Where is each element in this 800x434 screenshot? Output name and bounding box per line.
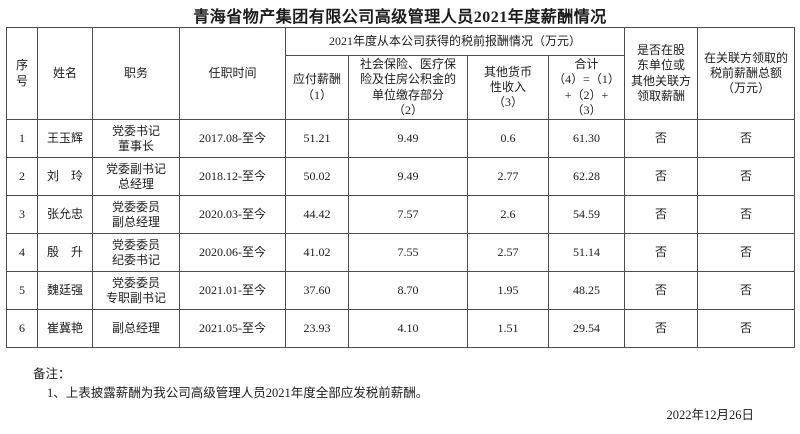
cell-name: 王玉辉 xyxy=(37,119,93,159)
cell-tenure: 2021.01-至今 xyxy=(179,271,286,311)
table-row: 2 刘 玲 党委副书记 总经理 2018.12-至今 50.02 9.49 2.… xyxy=(6,157,796,197)
cell-related-party-total: 否 xyxy=(697,119,796,159)
cell-tenure: 2020.03-至今 xyxy=(179,195,286,235)
table-header: 序 号 姓名 职务 任职时间 2021年度从本公司获得的税前报酬情况（万元） 是… xyxy=(6,26,796,121)
cell-payable: 44.42 xyxy=(285,195,349,235)
page-title: 青海省物产集团有限公司高级管理人员2021年度薪酬情况 xyxy=(193,9,607,26)
header-row-sub: 应付薪酬 （1） 社会保险、医疗保 险及住房公积金的 单位缴存部分 （2） 其他… xyxy=(7,54,795,121)
table-row: 1 王玉辉 党委书记 董事长 2017.08-至今 51.21 9.49 0.6… xyxy=(6,119,796,159)
cell-name: 崔冀艳 xyxy=(37,309,93,349)
table-row: 3 张允忠 党委委员 副总经理 2020.03-至今 44.42 7.57 2.… xyxy=(6,195,796,235)
cell-position: 党委委员 专职副书记 xyxy=(92,271,180,311)
cell-other-income: 1.51 xyxy=(467,309,549,349)
cell-shareholder-pay: 否 xyxy=(624,271,699,311)
header-name: 姓名 xyxy=(37,26,93,121)
cell-tenure: 2020.06-至今 xyxy=(179,233,286,273)
document-date: 2022年12月26日 xyxy=(666,408,754,422)
notes-label: 备注： xyxy=(33,367,71,381)
header-payable: 应付薪酬 （1） xyxy=(285,54,349,121)
cell-other-income: 2.57 xyxy=(467,233,549,273)
cell-insurance: 9.49 xyxy=(348,157,468,197)
cell-total: 48.25 xyxy=(547,271,626,311)
header-row-span: 序 号 姓名 职务 任职时间 2021年度从本公司获得的税前报酬情况（万元） 是… xyxy=(6,26,796,121)
cell-shareholder-pay: 否 xyxy=(624,195,699,235)
cell-name: 殷 升 xyxy=(37,233,93,273)
header-tenure: 任职时间 xyxy=(179,26,286,121)
cell-other-income: 0.6 xyxy=(467,119,549,159)
cell-payable: 37.60 xyxy=(285,271,349,311)
table-row: 6 崔冀艳 副总经理 2021.05-至今 23.93 4.10 1.51 29… xyxy=(6,309,796,349)
cell-total: 61.30 xyxy=(547,119,626,159)
cell-position: 副总经理 xyxy=(92,309,180,349)
notes-block: 备注： 1、上表披露薪酬为我公司高级管理人员2021年度全部应发税前薪酬。 xyxy=(33,365,428,403)
cell-position: 党委书记 董事长 xyxy=(92,119,180,159)
cell-shareholder-pay: 否 xyxy=(624,233,699,273)
cell-related-party-total: 否 xyxy=(697,157,796,197)
cell-tenure: 2018.12-至今 xyxy=(179,157,286,197)
cell-name: 张允忠 xyxy=(37,195,93,235)
cell-shareholder-pay: 否 xyxy=(624,119,699,159)
cell-position: 党委委员 副总经理 xyxy=(92,195,180,235)
cell-payable: 23.93 xyxy=(285,309,349,349)
cell-position: 党委委员 纪委书记 xyxy=(92,233,180,273)
cell-related-party-total: 否 xyxy=(697,309,796,349)
header-shareholder-pay: 是否在股 东单位或 其他关联方 领取薪酬 xyxy=(624,26,699,121)
table-row: 5 魏廷强 党委委员 专职副书记 2021.01-至今 37.60 8.70 1… xyxy=(6,271,796,311)
cell-seq: 2 xyxy=(6,157,38,197)
cell-total: 54.59 xyxy=(547,195,626,235)
header-compensation-span: 2021年度从本公司获得的税前报酬情况（万元） xyxy=(284,27,626,56)
table-body: 1 王玉辉 党委书记 董事长 2017.08-至今 51.21 9.49 0.6… xyxy=(6,119,796,349)
cell-shareholder-pay: 否 xyxy=(624,309,699,349)
cell-shareholder-pay: 否 xyxy=(624,157,699,197)
salary-table: 序 号 姓名 职务 任职时间 2021年度从本公司获得的税前报酬情况（万元） 是… xyxy=(6,26,796,349)
cell-seq: 1 xyxy=(6,119,38,159)
header-seq: 序 号 xyxy=(6,26,38,121)
cell-insurance: 7.57 xyxy=(348,195,468,235)
header-insurance: 社会保险、医疗保 险及住房公积金的 单位缴存部分 （2） xyxy=(348,54,468,121)
cell-seq: 5 xyxy=(6,271,38,311)
cell-insurance: 4.10 xyxy=(348,309,468,349)
table-row: 4 殷 升 党委委员 纪委书记 2020.06-至今 41.02 7.55 2.… xyxy=(6,233,796,273)
cell-seq: 3 xyxy=(6,195,38,235)
header-other-income: 其他货币 性收入 （3） xyxy=(467,54,549,121)
cell-position: 党委副书记 总经理 xyxy=(92,157,180,197)
cell-name: 刘 玲 xyxy=(37,157,93,197)
header-total: 合计 （4）=（1） +（2）+ （3） xyxy=(547,54,626,121)
cell-other-income: 1.95 xyxy=(467,271,549,311)
cell-related-party-total: 否 xyxy=(697,233,796,273)
cell-related-party-total: 否 xyxy=(697,195,796,235)
cell-seq: 6 xyxy=(6,309,38,349)
cell-other-income: 2.6 xyxy=(467,195,549,235)
cell-related-party-total: 否 xyxy=(697,271,796,311)
cell-tenure: 2021.05-至今 xyxy=(179,309,286,349)
header-position: 职务 xyxy=(92,26,180,121)
cell-tenure: 2017.08-至今 xyxy=(179,119,286,159)
cell-insurance: 8.70 xyxy=(348,271,468,311)
cell-other-income: 2.77 xyxy=(467,157,549,197)
cell-total: 62.28 xyxy=(547,157,626,197)
cell-name: 魏廷强 xyxy=(37,271,93,311)
cell-payable: 41.02 xyxy=(285,233,349,273)
cell-payable: 50.02 xyxy=(285,157,349,197)
cell-total: 51.14 xyxy=(547,233,626,273)
header-related-party-total: 在关联方领取的 税前薪酬总额 （万元） xyxy=(697,26,796,121)
cell-payable: 51.21 xyxy=(285,119,349,159)
cell-total: 29.54 xyxy=(547,309,626,349)
cell-insurance: 7.55 xyxy=(348,233,468,273)
cell-insurance: 9.49 xyxy=(348,119,468,159)
cell-seq: 4 xyxy=(6,233,38,273)
note-line-1: 1、上表披露薪酬为我公司高级管理人员2021年度全部应发税前薪酬。 xyxy=(47,385,429,400)
